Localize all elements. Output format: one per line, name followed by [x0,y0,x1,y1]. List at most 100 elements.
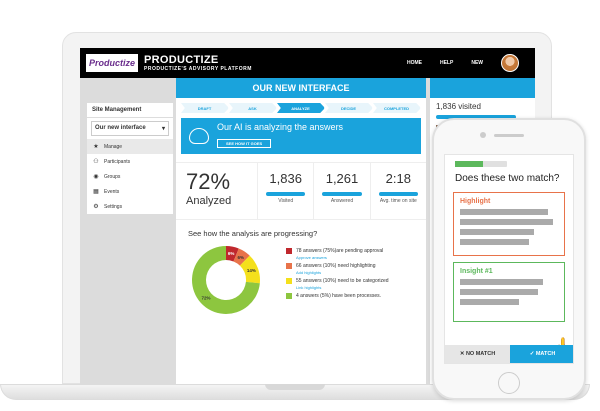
donut-label: 6% [237,255,244,260]
donut-label: 72% [202,296,211,301]
legend-swatch [286,278,292,284]
sidebar-item-label: Manage [104,143,123,150]
calendar-icon: ▦ [93,189,99,195]
sidebar-item-participants[interactable]: ⚇ Participants [87,154,173,169]
gear-icon: ⚙ [93,204,99,210]
placeholder-line [460,239,529,245]
stat-label: Visited [278,198,294,204]
ai-banner-text: Our AI is analyzing the answers [217,122,344,132]
brand: PRODUCTIZE PRODUCTIZE'S ADVISORY PLATFOR… [144,54,252,72]
highlight-card-title: Highlight [460,198,491,205]
link-highlights-link[interactable]: Link highlights [296,285,322,290]
nav-new[interactable]: NEW [471,60,483,66]
analyzed-label: Analyzed [186,195,232,207]
logo[interactable]: Productize [86,54,138,72]
stat-analyzed: 72% Analyzed [176,163,258,219]
see-how-it-goes-button[interactable]: SEE HOW IT GOES [217,139,272,148]
add-highlights-link[interactable]: Add highlights [296,270,322,275]
phone-speaker [494,134,524,137]
legend-swatch [286,248,292,254]
placeholder-line [460,209,549,215]
approve-answers-link[interactable]: Approve answers [296,255,327,260]
sidebar-item-label: Settings [104,203,123,210]
top-nav: HOME HELP NEW [407,54,519,72]
interface-select-value: Our new interface [95,125,146,131]
legend-text: 55 answers (10%) need to be categorized [296,278,389,284]
legend-item: 78 answers (75%)are pending approval App… [286,248,389,260]
phone-progress-bar [455,161,507,167]
stat-visited: 1,836 Visited [258,163,315,219]
stat-label: Avg. time on site [379,198,417,204]
main-panel: OUR NEW INTERFACE DRAFT ASK ANALYZE DECI… [176,78,426,384]
legend-text: 4 answers (5%) have been processes. [296,293,382,299]
legend-text: 78 answers (75%)are pending approval [296,248,384,254]
phone-camera [480,132,486,138]
phone-actions: ✕ NO MATCH ✓ MATCH [445,345,573,363]
sidebar-item-label: Groups [104,173,121,180]
sidebar-item-manage[interactable]: ★ Manage [87,139,173,154]
stat-answered: 1,261 Answered [314,163,371,219]
no-match-button[interactable]: ✕ NO MATCH [445,345,510,363]
phone-question: Does these two match? [455,173,560,184]
groups-icon: ◉ [93,174,99,180]
sidebar-item-events[interactable]: ▦ Events [87,184,173,199]
legend-item: 66 answers (10%) need highlighting Add h… [286,263,389,275]
legend-swatch [286,263,292,269]
stat-avg-time: 2:18 Avg. time on site [371,163,426,219]
nav-home[interactable]: HOME [406,60,422,66]
phone-screen: Does these two match? Highlight Insight … [444,154,574,364]
step-analyze[interactable]: ANALYZE [277,103,325,113]
donut-slice [233,248,250,266]
sidebar-heading: Site Management [87,103,173,118]
brand-subtitle: PRODUCTIZE'S ADVISORY PLATFORM [144,66,252,72]
sidebar-item-groups[interactable]: ◉ Groups [87,169,173,184]
step-decide[interactable]: DECIDE [325,103,373,113]
stat-label: Answered [330,198,354,204]
donut-slice [239,255,260,284]
legend-text: 66 answers (10%) need highlighting [296,263,376,269]
chevron-down-icon: ▾ [161,126,165,132]
donut-label: 6% [228,251,235,256]
step-draft[interactable]: DRAFT [181,103,229,113]
feed-visited: 1,836 visited [436,102,481,111]
sidebar-item-settings[interactable]: ⚙ Settings [87,199,173,214]
nav-help[interactable]: HELP [439,60,454,66]
feed-header [430,78,535,98]
stats-row: 72% Analyzed 1,836 Visited 1,261 Answere… [176,162,426,220]
legend-item: 55 answers (10%) need to be categorized … [286,278,389,290]
sidebar-item-label: Events [104,188,120,195]
stat-value: 1,261 [325,171,359,186]
step-completed[interactable]: COMPLETED [373,103,421,113]
top-bar: Productize PRODUCTIZE PRODUCTIZE'S ADVIS… [80,48,535,78]
chart-legend: 78 answers (75%)are pending approval App… [286,248,389,316]
sidebar-item-label: Participants [104,158,131,165]
stat-value: 2:18 [385,171,411,186]
avatar[interactable] [501,54,519,72]
legend-item: 4 answers (5%) have been processes. [286,293,389,299]
brand-title: PRODUCTIZE [144,54,219,66]
sidebar: Site Management Our new interface ▾ ★ Ma… [87,103,173,214]
step-progress: DRAFT ASK ANALYZE DECIDE COMPLETED [181,103,421,113]
donut-slice [226,246,239,262]
donut-label: 14% [247,268,256,273]
placeholder-line [460,289,539,295]
highlight-card: Highlight [453,192,565,256]
ai-banner: Our AI is analyzing the answers SEE HOW … [181,118,421,154]
chart-row: 6% 6% 14% 72% 78 answers (75%)are pending a… [176,244,426,316]
donut-chart: 6% 6% 14% 72% [190,244,262,316]
users-icon: ⚇ [93,159,99,165]
step-ask[interactable]: ASK [229,103,277,113]
phone-progress-fill [455,161,483,167]
phone-home-button[interactable] [498,372,520,394]
interface-select[interactable]: Our new interface ▾ [91,121,169,136]
insight-card: Insight #1 [453,262,565,322]
laptop-notch [265,384,325,390]
placeholder-line [460,299,519,305]
stat-bar [378,192,418,196]
placeholder-line [460,219,554,225]
placeholder-line [460,229,534,235]
analyzed-percent: 72% [186,169,231,194]
legend-swatch [286,293,292,299]
progress-title: See how the analysis are progressing? [188,229,318,238]
match-button[interactable]: ✓ MATCH [510,345,573,363]
